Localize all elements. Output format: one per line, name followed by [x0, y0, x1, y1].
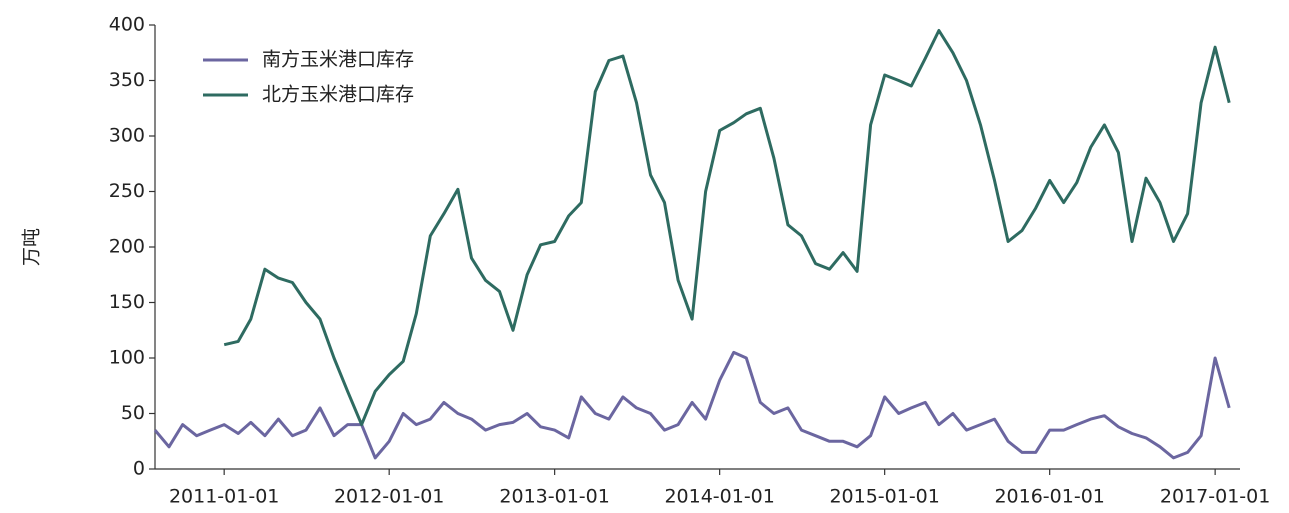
series-line	[223, 29, 1231, 427]
x-tick-label: 2013-01-01	[499, 486, 609, 508]
x-tick-label: 2015-01-01	[829, 486, 939, 508]
y-tick-label: 350	[109, 69, 145, 91]
y-tick-label: 150	[109, 291, 145, 313]
x-tick-label: 2011-01-01	[169, 486, 279, 508]
legend-label: 北方玉米港口库存	[262, 84, 414, 106]
y-axis-label: 万吨	[21, 228, 43, 266]
y-tick-label: 0	[133, 458, 145, 480]
x-tick-label: 2014-01-01	[664, 486, 774, 508]
y-tick-label: 250	[109, 180, 145, 202]
legend-label: 南方玉米港口库存	[262, 49, 414, 71]
y-tick-label: 300	[109, 125, 145, 147]
y-tick-label: 200	[109, 236, 145, 258]
series-line	[153, 350, 1231, 460]
y-tick-label: 50	[121, 402, 145, 424]
x-tick-label: 2017-01-01	[1160, 486, 1270, 508]
x-tick-label: 2012-01-01	[334, 486, 444, 508]
y-tick-label: 100	[109, 347, 145, 369]
x-tick-label: 2016-01-01	[994, 486, 1104, 508]
y-tick-label: 400	[109, 14, 145, 36]
